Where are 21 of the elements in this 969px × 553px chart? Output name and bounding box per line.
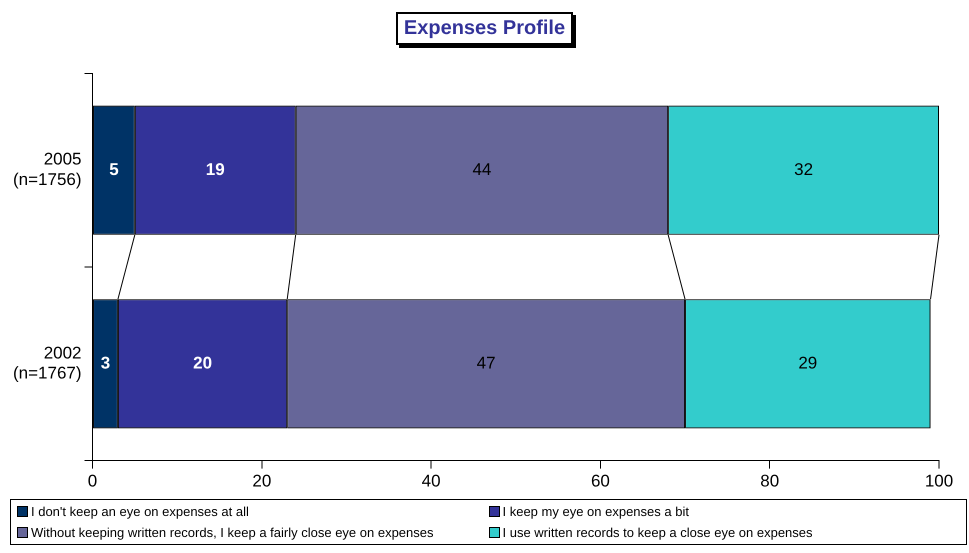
legend-label: I use written records to keep a close eye on expenses xyxy=(502,525,813,540)
x-tick-label: 40 xyxy=(422,471,441,490)
data-label: 29 xyxy=(798,353,818,372)
data-label: 47 xyxy=(476,353,496,372)
data-label: 3 xyxy=(100,353,110,372)
x-tick-label: 20 xyxy=(252,471,272,490)
data-label: 44 xyxy=(472,160,492,179)
legend-label: I keep my eye on expenses a bit xyxy=(502,504,689,519)
y-tick-label: 2002 (n=1767) xyxy=(12,343,82,383)
legend-label: I don't keep an eye on expenses at all xyxy=(31,504,249,519)
data-label: 5 xyxy=(109,160,119,179)
data-label: 19 xyxy=(206,160,225,179)
data-label: 32 xyxy=(794,160,814,179)
x-tick-label: 60 xyxy=(590,471,610,490)
legend-label: Without keeping written records, I keep a fairly close eye on expenses xyxy=(31,525,434,540)
y-tick-label: 2005 (n=1756) xyxy=(12,150,82,190)
data-label: 20 xyxy=(193,353,212,372)
chart-title: Expenses Profile xyxy=(396,12,574,45)
x-tick-label: 100 xyxy=(924,471,954,490)
x-tick-label: 0 xyxy=(88,471,98,490)
x-tick-label: 80 xyxy=(760,471,780,490)
